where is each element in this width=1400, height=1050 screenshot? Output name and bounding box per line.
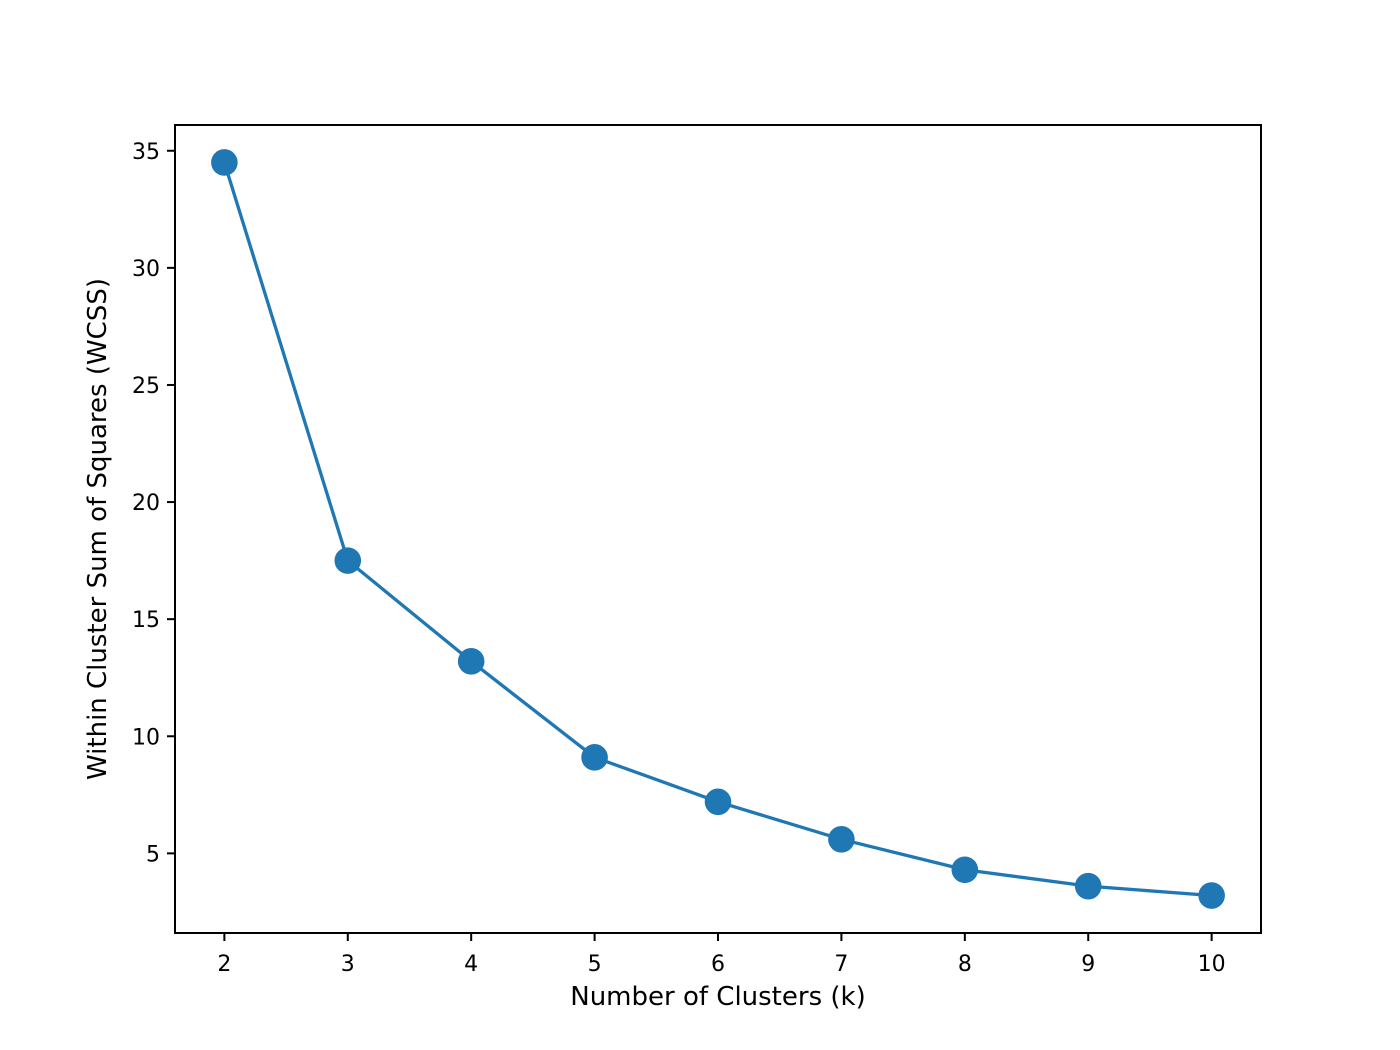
x-tick-label: 7 xyxy=(834,952,848,977)
y-tick-label: 5 xyxy=(146,842,160,867)
x-tick-label: 8 xyxy=(958,952,972,977)
y-tick-label: 10 xyxy=(132,725,160,750)
x-axis-label: Number of Clusters (k) xyxy=(570,982,865,1012)
y-tick-label: 35 xyxy=(132,140,160,165)
y-tick-label: 15 xyxy=(132,608,160,633)
y-tick-label: 25 xyxy=(132,374,160,399)
x-tick-label: 6 xyxy=(711,952,725,977)
x-tick-label: 3 xyxy=(341,952,355,977)
x-tick-label: 9 xyxy=(1081,952,1095,977)
y-tick-label: 30 xyxy=(132,257,160,282)
wcss-line xyxy=(222,160,1214,898)
y-axis-label: Within Cluster Sum of Squares (WCSS) xyxy=(83,278,113,780)
x-tick-label: 4 xyxy=(464,952,478,977)
x-tick-label: 5 xyxy=(588,952,602,977)
x-tick-label: 10 xyxy=(1198,952,1226,977)
x-tick-label: 2 xyxy=(217,952,231,977)
y-tick-label: 20 xyxy=(132,491,160,516)
